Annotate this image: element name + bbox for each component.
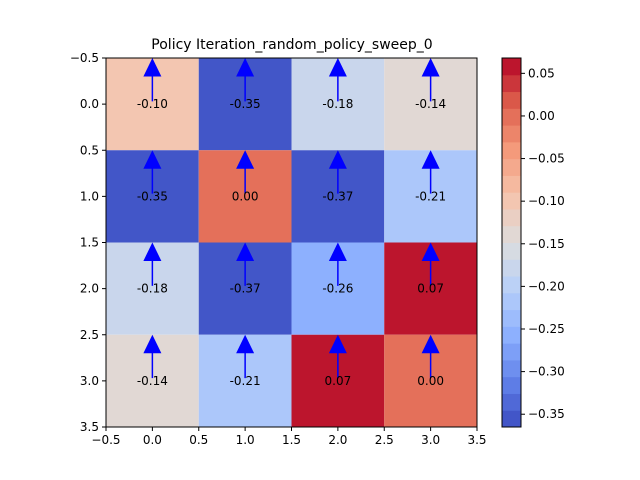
heatmap-cells (106, 58, 477, 427)
x-tick-label: 3.0 (421, 433, 440, 447)
colorbar-segment (502, 276, 521, 293)
cell-value-label: 0.00 (232, 189, 259, 203)
y-tick-label: 2.0 (80, 282, 99, 296)
x-tick-label: 2.5 (375, 433, 394, 447)
colorbar-segment (502, 410, 521, 427)
colorbar-segment (502, 243, 521, 260)
cell-value-label: -0.35 (230, 97, 261, 111)
colorbar-tick-label: −0.05 (528, 152, 565, 166)
cell-value-label: -0.26 (322, 282, 353, 296)
colorbar-segment (502, 108, 521, 125)
colorbar-segment (502, 259, 521, 276)
y-tick-label: 3.5 (80, 420, 99, 434)
colorbar-segment (502, 58, 521, 75)
colorbar-segment (502, 377, 521, 394)
x-tick-label: 0.0 (143, 433, 162, 447)
y-tick-label: 1.5 (80, 236, 99, 250)
colorbar-segment (502, 226, 521, 243)
colorbar-segment (502, 360, 521, 377)
cell-value-label: -0.14 (137, 374, 168, 388)
y-tick-label: 3.0 (80, 374, 99, 388)
cell-value-label: -0.18 (322, 97, 353, 111)
chart-title: Policy Iteration_random_policy_sweep_0 (151, 37, 432, 53)
cell-value-label: -0.35 (137, 189, 168, 203)
colorbar-tick-label: −0.20 (528, 279, 565, 293)
colorbar-segment (502, 159, 521, 176)
x-tick-label: 1.0 (236, 433, 255, 447)
colorbar-tick-label: −0.25 (528, 322, 565, 336)
cell-value-label: -0.37 (230, 282, 261, 296)
colorbar-segment (502, 142, 521, 159)
x-tick-label: 1.5 (282, 433, 301, 447)
colorbar-segment (502, 92, 521, 109)
colorbar-segment (502, 192, 521, 209)
colorbar-tick-label: −0.15 (528, 237, 565, 251)
colorbar-segment (502, 326, 521, 343)
colorbar-segment (502, 209, 521, 226)
colorbar-segment (502, 293, 521, 310)
cell-value-label: -0.14 (415, 97, 446, 111)
colorbar-segment (502, 75, 521, 92)
x-tick-label: 2.0 (328, 433, 347, 447)
cell-value-label: 0.07 (417, 282, 444, 296)
cell-value-label: 0.07 (325, 374, 352, 388)
colorbar-segment (502, 125, 521, 142)
y-tick-label: −0.5 (70, 51, 99, 65)
colorbar-segment (502, 343, 521, 360)
cell-value-label: -0.18 (137, 282, 168, 296)
colorbar-tick-label: −0.30 (528, 365, 565, 379)
x-tick-label: 0.5 (189, 433, 208, 447)
cell-value-label: -0.21 (230, 374, 261, 388)
colorbar-segment (502, 175, 521, 192)
colorbar-tick-label: 0.00 (528, 109, 555, 123)
colorbar-segment (502, 393, 521, 410)
cell-value-label: -0.37 (322, 189, 353, 203)
cell-value-label: -0.10 (137, 97, 168, 111)
cell-value-label: 0.00 (417, 374, 444, 388)
colorbar-tick-label: −0.10 (528, 194, 565, 208)
x-tick-label: −0.5 (91, 433, 120, 447)
y-tick-label: 0.0 (80, 97, 99, 111)
cell-value-label: -0.21 (415, 189, 446, 203)
colorbar-tick-label: −0.35 (528, 407, 565, 421)
y-tick-label: 2.5 (80, 328, 99, 342)
colorbar-tick-label: 0.05 (528, 66, 555, 80)
y-tick-label: 0.5 (80, 143, 99, 157)
y-tick-label: 1.0 (80, 189, 99, 203)
x-tick-label: 3.5 (467, 433, 486, 447)
colorbar-segment (502, 310, 521, 327)
